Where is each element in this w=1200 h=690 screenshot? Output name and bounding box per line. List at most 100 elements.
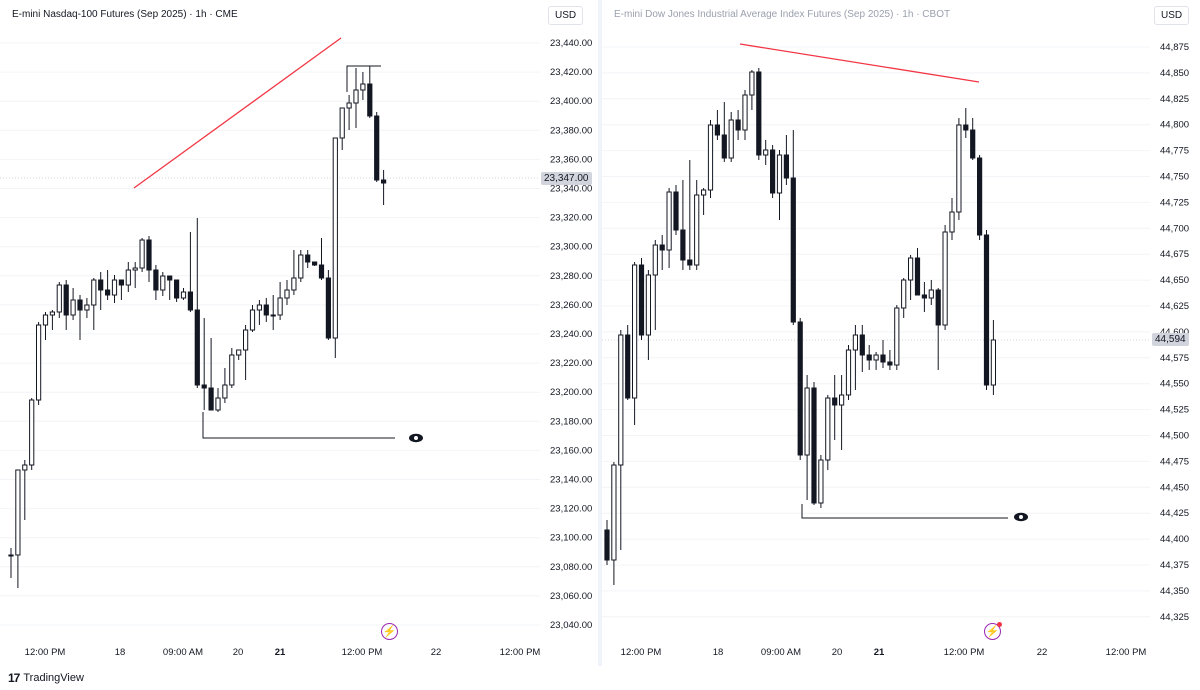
candle-body <box>194 309 200 386</box>
candle <box>167 275 173 300</box>
candle <box>125 262 131 292</box>
panel-divider[interactable] <box>598 0 602 666</box>
brand-name: TradingView <box>23 672 84 684</box>
footer: 17 TradingView <box>0 666 1200 690</box>
lightning-icon[interactable]: ⚡ <box>381 623 398 640</box>
candle <box>153 265 159 300</box>
candle <box>866 345 872 370</box>
y-axis-tick-label: 44,450 <box>1160 482 1189 493</box>
candle <box>298 250 304 282</box>
x-axis-tick-label: 20 <box>832 647 843 658</box>
candle <box>977 155 983 240</box>
candle-body <box>749 71 755 96</box>
candle <box>935 288 941 370</box>
x-axis-tick-label: 12:00 PM <box>342 647 383 658</box>
candle <box>956 118 962 220</box>
y-axis-tick-label: 44,825 <box>1160 94 1189 105</box>
candle-body <box>325 277 331 339</box>
candle <box>277 282 283 320</box>
candle <box>111 275 118 303</box>
candle-body <box>666 191 672 251</box>
candle <box>659 235 665 270</box>
tradingview-logo[interactable]: 17 TradingView <box>8 671 84 685</box>
candle-body <box>36 324 42 401</box>
candle <box>652 240 658 330</box>
candle-body <box>111 279 118 296</box>
candle-body <box>91 279 97 306</box>
candle-body <box>105 289 111 296</box>
candle-body <box>98 279 104 291</box>
y-axis-tick-label: 23,180.00 <box>550 416 592 427</box>
y-axis-tick-label: 23,300.00 <box>550 242 592 253</box>
candle <box>811 382 817 505</box>
nasdaq-chart-panel[interactable]: 23,440.00 23,420.00 23,400.00 23,380.00 23,3… <box>0 0 598 666</box>
candle <box>756 68 762 160</box>
candle-body <box>15 469 21 556</box>
y-axis-tick-label: 23,400.00 <box>550 96 592 107</box>
lightning-icon[interactable]: ⚡ <box>984 622 1002 640</box>
candle <box>618 330 624 550</box>
candle <box>381 170 387 205</box>
candle <box>790 130 796 325</box>
candle <box>990 320 996 395</box>
candle <box>180 288 187 300</box>
candle-body <box>921 294 927 299</box>
candle-body <box>935 289 941 326</box>
candle-body <box>701 189 707 196</box>
notification-dot <box>997 622 1002 627</box>
candle-body <box>29 399 35 466</box>
dow-chart-panel[interactable]: 44,875 44,850 44,825 44,800 44,775 44,750 44,7… <box>602 0 1200 666</box>
y-axis-tick-label: 44,475 <box>1160 456 1189 467</box>
candle-body <box>284 289 290 299</box>
candle <box>680 180 686 270</box>
candle-body <box>680 229 686 261</box>
candle <box>222 368 228 403</box>
currency-button[interactable]: USD <box>548 6 584 25</box>
y-axis-tick-label: 44,675 <box>1160 249 1189 260</box>
candle-body <box>84 304 90 311</box>
candle-body <box>908 257 914 281</box>
y-axis-tick-label: 23,200.00 <box>550 387 592 398</box>
candle-body <box>956 124 962 213</box>
candle <box>666 188 672 268</box>
candle <box>194 218 200 388</box>
x-axis-tick-label: 12:00 PM <box>25 647 66 658</box>
candle <box>770 145 776 198</box>
candle <box>638 258 645 340</box>
candle <box>721 102 727 162</box>
currency-button[interactable]: USD <box>1154 6 1190 25</box>
y-axis-tick-label: 44,800 <box>1160 120 1189 131</box>
candle-body <box>652 244 658 276</box>
y-axis-tick-label: 44,625 <box>1160 301 1189 312</box>
candle-body <box>249 309 256 331</box>
candle-body <box>22 464 28 471</box>
candle-body <box>339 107 345 139</box>
candle <box>894 305 900 370</box>
candle <box>229 348 235 388</box>
candle-body <box>825 397 831 461</box>
y-axis-tick-label: 44,500 <box>1160 431 1189 442</box>
y-axis-tick-label: 44,750 <box>1160 172 1189 183</box>
candle-body <box>770 149 776 194</box>
y-axis-tick-label: 23,360.00 <box>550 154 592 165</box>
candle-body <box>208 387 214 411</box>
candle-body <box>638 264 645 336</box>
y-axis-tick-label: 44,425 <box>1160 508 1189 519</box>
candle-body <box>256 304 262 311</box>
x-axis-tick-label: 21 <box>275 647 286 658</box>
y-axis-tick-label: 44,575 <box>1160 353 1189 364</box>
candle-body <box>859 334 865 356</box>
y-axis-tick-label: 23,140.00 <box>550 475 592 486</box>
candle-body <box>914 257 921 296</box>
candle <box>353 68 359 128</box>
candle-body <box>277 297 283 316</box>
candle <box>804 375 810 500</box>
candle-body <box>305 254 311 263</box>
candle-body <box>604 529 610 561</box>
nasdaq-candlestick-chart[interactable]: 23,440.00 23,420.00 23,400.00 23,380.00 23,3… <box>0 0 598 666</box>
candle-body <box>694 194 700 266</box>
y-axis-tick-label: 44,725 <box>1160 197 1189 208</box>
dow-candlestick-chart[interactable]: 44,875 44,850 44,825 44,800 44,775 44,750 44,7… <box>602 0 1200 666</box>
x-axis-tick-label: 12:00 PM <box>500 647 541 658</box>
eye-pupil <box>414 436 418 440</box>
